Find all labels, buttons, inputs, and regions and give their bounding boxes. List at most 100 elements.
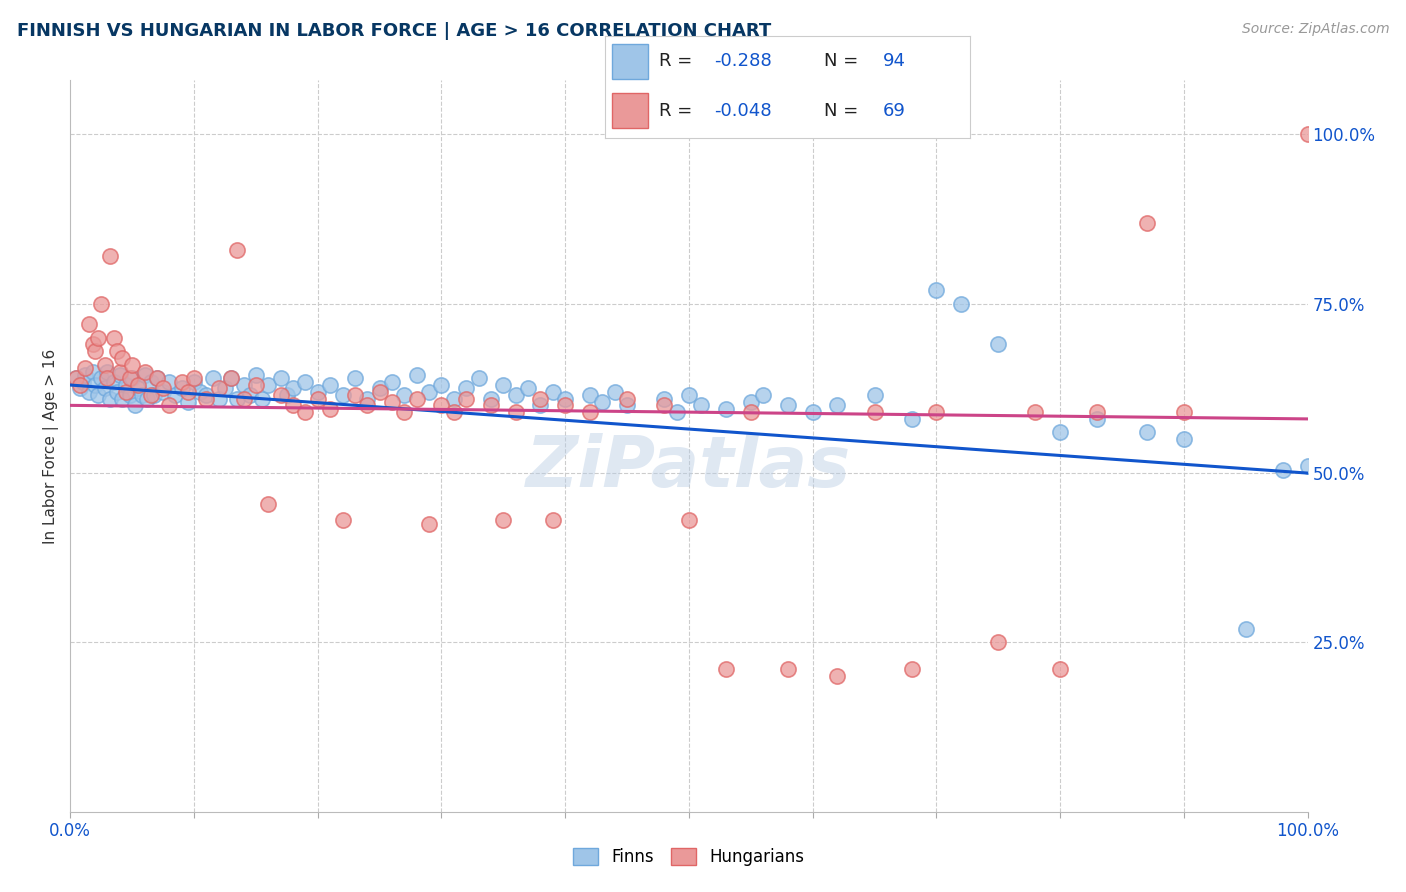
Point: [245, 378, 267, 392]
Point: [139, 388, 162, 402]
Point: [219, 371, 242, 385]
Point: [1296, 128, 1319, 142]
Point: [505, 388, 527, 402]
Point: [124, 398, 146, 412]
Legend: Finns, Hungarians: Finns, Hungarians: [567, 841, 811, 873]
Point: [96, 371, 118, 385]
Text: 69: 69: [883, 102, 905, 120]
Point: [1049, 425, 1071, 440]
Point: [170, 381, 193, 395]
Point: [157, 375, 180, 389]
Point: [294, 375, 316, 389]
Y-axis label: In Labor Force | Age > 16: In Labor Force | Age > 16: [44, 349, 59, 543]
Point: [827, 398, 849, 412]
Point: [925, 405, 948, 419]
Point: [394, 388, 416, 402]
Point: [245, 368, 267, 382]
Point: [208, 392, 231, 406]
Point: [94, 381, 117, 395]
Point: [430, 378, 453, 392]
Point: [1234, 622, 1257, 636]
Point: [232, 378, 254, 392]
Point: [136, 392, 159, 406]
Point: [214, 381, 236, 395]
Point: [134, 368, 156, 382]
Point: [257, 497, 280, 511]
Point: [108, 368, 131, 382]
Point: [257, 378, 280, 392]
Point: [121, 371, 143, 385]
Point: [554, 392, 576, 406]
Point: [77, 384, 100, 399]
Point: [356, 398, 378, 412]
Point: [418, 384, 440, 399]
Point: [579, 388, 602, 402]
Point: [443, 405, 465, 419]
Point: [1024, 405, 1046, 419]
Point: [157, 398, 180, 412]
Point: [86, 331, 108, 345]
Point: [98, 249, 121, 263]
Point: [98, 392, 121, 406]
Point: [146, 371, 169, 385]
Point: [170, 375, 193, 389]
Point: [1085, 405, 1108, 419]
Point: [69, 381, 91, 395]
Point: [579, 405, 602, 419]
Point: [86, 388, 108, 402]
Point: [801, 405, 824, 419]
Point: [381, 395, 404, 409]
Point: [250, 392, 273, 406]
Point: [103, 375, 125, 389]
Point: [84, 378, 107, 392]
Point: [492, 378, 515, 392]
Point: [127, 378, 149, 392]
Point: [714, 401, 737, 416]
Point: [65, 371, 87, 385]
Point: [146, 371, 169, 385]
Point: [84, 344, 107, 359]
Point: [75, 368, 97, 382]
Point: [827, 669, 849, 683]
Point: [108, 364, 131, 378]
Point: [307, 392, 329, 406]
Point: [665, 405, 688, 419]
Point: [281, 398, 304, 412]
Point: [430, 398, 453, 412]
Point: [541, 384, 564, 399]
Point: [529, 392, 551, 406]
Point: [1085, 412, 1108, 426]
Point: [111, 351, 134, 365]
Point: [183, 371, 205, 385]
Point: [188, 384, 211, 399]
Point: [443, 392, 465, 406]
Point: [591, 395, 613, 409]
Point: [652, 392, 675, 406]
Point: [103, 331, 125, 345]
Point: [152, 384, 174, 399]
Point: [616, 392, 638, 406]
Point: [678, 514, 700, 528]
Point: [72, 375, 94, 389]
Point: [121, 358, 143, 372]
Point: [139, 375, 162, 389]
Point: [118, 371, 141, 385]
Point: [82, 364, 104, 378]
Point: [925, 283, 948, 297]
Text: -0.288: -0.288: [714, 53, 772, 70]
Point: [900, 412, 922, 426]
Point: [1136, 425, 1159, 440]
Point: [652, 398, 675, 412]
Point: [418, 516, 440, 531]
Point: [226, 392, 249, 406]
Point: [1173, 405, 1195, 419]
Point: [1296, 459, 1319, 474]
Point: [517, 381, 540, 395]
Point: [105, 384, 128, 399]
Point: [405, 392, 427, 406]
Point: [69, 378, 91, 392]
Text: N =: N =: [824, 53, 863, 70]
Point: [505, 405, 527, 419]
Point: [195, 392, 218, 406]
Point: [232, 392, 254, 406]
